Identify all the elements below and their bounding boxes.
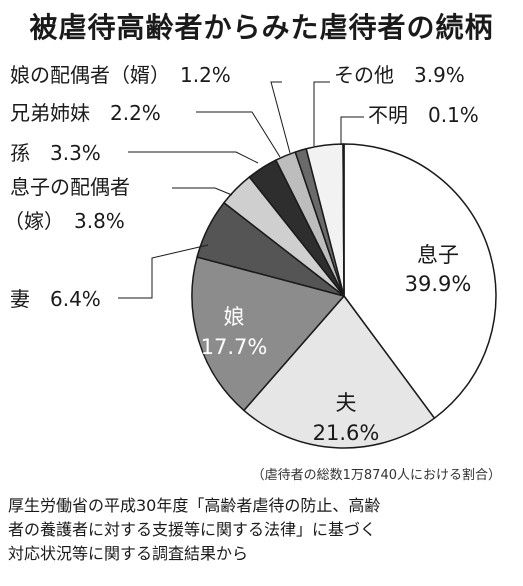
label-musuko-name: 息子 — [417, 243, 459, 267]
chart-title: 被虐待高齢者からみた虐待者の続柄 — [29, 11, 494, 44]
leader-line-muko — [270, 81, 291, 154]
label-otto-name: 夫 — [336, 391, 357, 415]
source-line-3: 対応状況等に関する調査結果から — [8, 544, 249, 563]
label-yome-line2: （嫁） 3.8% — [4, 209, 125, 233]
leader-line-yome — [172, 187, 233, 196]
label-kyoudai: 兄弟姉妹 2.2% — [10, 101, 161, 125]
leader-lines — [118, 81, 364, 299]
source-line-2: 者の養護者に対する支援等に関する法律」に基づく — [8, 520, 377, 539]
source-line-1: 厚生労働省の平成30年度「高齢者虐待の防止、高齢 — [8, 496, 381, 515]
leader-line-sonota — [313, 81, 330, 146]
label-musuko-pct: 39.9% — [405, 272, 472, 296]
label-yome-line1: 息子の配偶者 — [10, 175, 130, 199]
label-sonota: その他 3.9% — [334, 63, 465, 87]
label-musume-pct: 17.7% — [201, 335, 268, 359]
leader-line-tsuma — [118, 244, 209, 299]
pie-slice-9 — [342, 143, 345, 297]
leader-line-fumei — [340, 116, 364, 145]
label-tsuma: 妻 6.4% — [10, 287, 101, 311]
pie-slices — [191, 143, 497, 449]
pie-slice-1 — [243, 295, 436, 449]
source-text: 厚生労働省の平成30年度「高齢者虐待の防止、高齢 者の養護者に対する支援等に関す… — [8, 494, 518, 566]
label-muko: 娘の配偶者（婿） 1.2% — [10, 63, 231, 87]
leader-line-kyoudai — [196, 111, 281, 158]
pie-slice-2 — [191, 256, 345, 412]
label-musume-name: 娘 — [224, 305, 245, 329]
label-otto-pct: 21.6% — [313, 421, 380, 445]
chart-note: （虐待者の総数1万8740人における割合） — [251, 468, 501, 483]
label-mago: 孫 3.3% — [10, 141, 101, 165]
pie-slice-0 — [343, 143, 497, 419]
leader-line-mago — [128, 151, 259, 164]
label-fumei: 不明 0.1% — [368, 103, 479, 127]
